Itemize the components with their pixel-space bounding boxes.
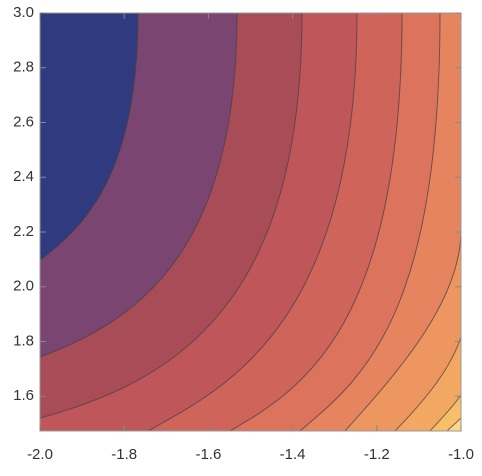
y-tick-label: 2.8 — [13, 59, 34, 76]
y-tick-label: 1.8 — [13, 332, 34, 349]
x-tick-label: -1.4 — [280, 446, 306, 463]
x-tick-label: -1.8 — [111, 446, 137, 463]
x-tick-label: -1.6 — [195, 446, 221, 463]
contour-band — [298, 12, 462, 432]
y-tick-label: 2.2 — [13, 223, 34, 240]
y-tick-label: 2.4 — [13, 168, 34, 185]
y-tick-label: 2.0 — [13, 278, 34, 295]
y-tick-label: 1.6 — [13, 387, 34, 404]
contour-bands — [39, 12, 462, 432]
plot-frame — [39, 12, 462, 432]
x-tick-label: -1.2 — [364, 446, 390, 463]
y-tick-label: 3.0 — [13, 4, 34, 21]
y-tick-label: 2.6 — [13, 113, 34, 130]
x-tick-label: -1.0 — [448, 446, 474, 463]
x-tick-label: -2.0 — [27, 446, 53, 463]
